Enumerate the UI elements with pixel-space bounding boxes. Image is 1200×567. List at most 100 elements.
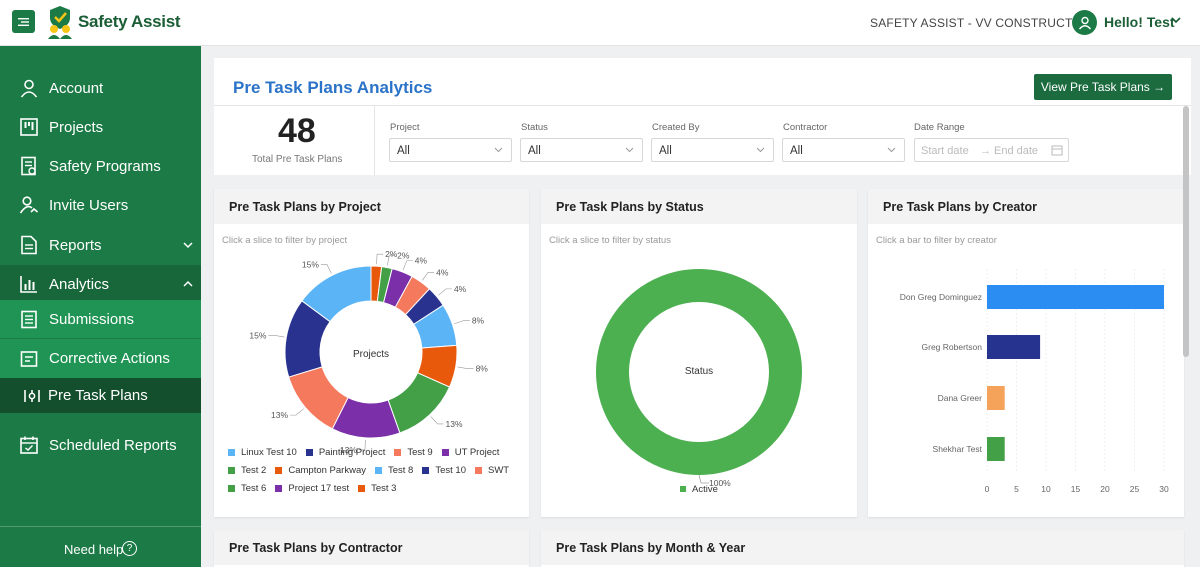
sidebar-item-label: Corrective Actions bbox=[49, 350, 170, 367]
legend-item[interactable]: Project 17 test bbox=[275, 483, 349, 494]
need-help-link[interactable]: Need help bbox=[64, 542, 124, 557]
legend-item[interactable]: SWT bbox=[474, 465, 510, 476]
scrollbar[interactable] bbox=[1183, 106, 1189, 357]
slice-label-leader bbox=[698, 474, 702, 484]
legend-swatch bbox=[422, 467, 430, 474]
chevron-down-icon bbox=[625, 147, 634, 153]
sidebar-item-submissions[interactable]: Submissions bbox=[0, 300, 201, 338]
legend-item[interactable]: Test 9 bbox=[394, 447, 433, 458]
slice-percent-label: 15% bbox=[302, 259, 319, 269]
contractor-filter-select[interactable]: All bbox=[782, 138, 905, 162]
card-hint: Click a slice to filter by status bbox=[549, 235, 671, 246]
donut-slice[interactable] bbox=[596, 269, 802, 475]
view-pre-task-plans-button[interactable]: View Pre Task Plans → bbox=[1034, 74, 1172, 100]
sidebar-divider bbox=[0, 526, 201, 527]
sidebar-item-label: Safety Programs bbox=[49, 157, 161, 175]
brand-name: Safety Assist bbox=[78, 12, 181, 31]
report-icon bbox=[21, 235, 37, 255]
creator-bar[interactable] bbox=[987, 285, 1164, 309]
projects-icon bbox=[20, 118, 38, 136]
status-chart-card: Pre Task Plans by Status Click a slice t… bbox=[541, 189, 857, 517]
y-category-label: Don Greg Dominguez bbox=[900, 292, 982, 302]
legend-item[interactable]: Test 8 bbox=[374, 465, 413, 476]
user-avatar-icon bbox=[1078, 16, 1091, 29]
sidebar-item-label: Reports bbox=[49, 236, 102, 254]
x-tick-label: 0 bbox=[985, 484, 990, 494]
contractor-chart-card: Pre Task Plans by Contractor bbox=[214, 530, 529, 567]
creator-bar[interactable] bbox=[987, 437, 1005, 461]
slice-percent-label: 13% bbox=[446, 419, 463, 429]
date-range-label: Date Range bbox=[914, 122, 965, 133]
status-filter-value: All bbox=[528, 145, 541, 157]
sidebar-item-label: Submissions bbox=[49, 310, 135, 328]
status-filter-select[interactable]: All bbox=[520, 138, 643, 162]
user-greeting[interactable]: Hello! Test bbox=[1104, 14, 1175, 30]
donut-slice[interactable] bbox=[301, 265, 372, 323]
menu-toggle-button[interactable] bbox=[12, 10, 35, 33]
x-tick-label: 25 bbox=[1130, 484, 1140, 494]
creator-bar[interactable] bbox=[987, 335, 1041, 359]
legend-swatch bbox=[441, 449, 449, 456]
slice-percent-label: 4% bbox=[454, 284, 467, 294]
legend-label: Linux Test 10 bbox=[241, 447, 297, 458]
start-date-input[interactable]: Start date bbox=[921, 145, 969, 157]
sidebar-item-scheduled-reports[interactable]: Scheduled Reports bbox=[0, 426, 201, 464]
avatar[interactable] bbox=[1072, 10, 1097, 35]
page-title: Pre Task Plans Analytics bbox=[233, 78, 433, 97]
sidebar: Account Projects Safety Programs Invite … bbox=[0, 46, 201, 567]
bar-chart-icon bbox=[20, 276, 37, 293]
legend-swatch bbox=[228, 449, 235, 456]
slice-percent-label: 8% bbox=[476, 364, 489, 374]
legend-item[interactable]: Test 3 bbox=[358, 483, 396, 494]
sidebar-item-invite-users[interactable]: Invite Users bbox=[0, 186, 201, 224]
x-tick-label: 30 bbox=[1159, 484, 1169, 494]
end-date-input[interactable]: End date bbox=[994, 145, 1039, 157]
slice-label-leader bbox=[268, 335, 285, 338]
legend-item[interactable]: Test 6 bbox=[228, 483, 266, 494]
page-header: Pre Task Plans Analytics View Pre Task P… bbox=[214, 58, 1191, 106]
calendar-icon[interactable] bbox=[1051, 144, 1063, 156]
creator-bar[interactable] bbox=[987, 386, 1005, 410]
project-filter-select[interactable]: All bbox=[389, 138, 512, 162]
sidebar-item-pre-task-plans[interactable]: Pre Task Plans bbox=[0, 378, 201, 413]
slice-label-leader bbox=[422, 272, 435, 281]
creator-bar-chart[interactable]: Don Greg Dominguez Greg Robertson Dana Gre… bbox=[868, 259, 1184, 499]
sidebar-item-label: Scheduled Reports bbox=[49, 436, 177, 454]
sidebar-item-corrective-actions[interactable]: Corrective Actions bbox=[0, 339, 201, 378]
x-tick-label: 5 bbox=[1014, 484, 1019, 494]
date-range-picker[interactable]: Start date → End date bbox=[914, 138, 1069, 162]
sidebar-item-reports[interactable]: Reports bbox=[0, 226, 201, 264]
document-icon bbox=[21, 156, 36, 176]
created-by-filter-select[interactable]: All bbox=[651, 138, 774, 162]
sidebar-item-label: Account bbox=[49, 79, 104, 97]
legend-item[interactable]: Linux Test 10 bbox=[228, 447, 297, 458]
arrow-right-icon: → bbox=[980, 145, 991, 157]
sidebar-item-analytics[interactable]: Analytics bbox=[0, 265, 201, 303]
sidebar-item-projects[interactable]: Projects bbox=[0, 108, 201, 146]
chevron-down-icon[interactable] bbox=[1171, 16, 1181, 24]
slice-percent-label: 13% bbox=[271, 410, 288, 420]
status-donut-chart[interactable]: Status 100% Active bbox=[541, 229, 857, 499]
created-by-filter-label: Created By bbox=[652, 122, 700, 133]
hamburger-icon bbox=[18, 17, 29, 26]
sidebar-item-label: Analytics bbox=[49, 275, 110, 293]
legend-label: SWT bbox=[487, 465, 510, 476]
legend-label: Project 17 test bbox=[288, 483, 350, 494]
legend-item[interactable]: Test 2 bbox=[228, 465, 266, 476]
month-year-chart-card: Pre Task Plans by Month & Year bbox=[541, 530, 1184, 567]
donut-center-label: Projects bbox=[353, 349, 389, 360]
slice-percent-label: 2% bbox=[385, 249, 398, 259]
calendar-icon bbox=[20, 436, 38, 454]
legend-label: Campton Parkway bbox=[288, 465, 366, 476]
legend-label[interactable]: Active bbox=[692, 484, 718, 495]
project-donut-chart[interactable]: 2% 2% 4% 4% 4% 8% 8% 13% 13% 13% 15% 15% Projects bbox=[214, 229, 529, 454]
help-icon[interactable]: ? bbox=[122, 541, 137, 556]
chevron-down-icon bbox=[887, 147, 896, 153]
card-title: Pre Task Plans by Contractor bbox=[229, 541, 403, 555]
legend-item[interactable]: Campton Parkway bbox=[275, 465, 366, 476]
sidebar-item-safety-programs[interactable]: Safety Programs bbox=[0, 147, 201, 185]
sidebar-item-account[interactable]: Account bbox=[0, 69, 201, 107]
legend-item[interactable]: Painting Project bbox=[305, 447, 385, 458]
legend-item[interactable]: Test 10 bbox=[422, 465, 466, 476]
legend-item[interactable]: UT Project bbox=[441, 447, 499, 458]
